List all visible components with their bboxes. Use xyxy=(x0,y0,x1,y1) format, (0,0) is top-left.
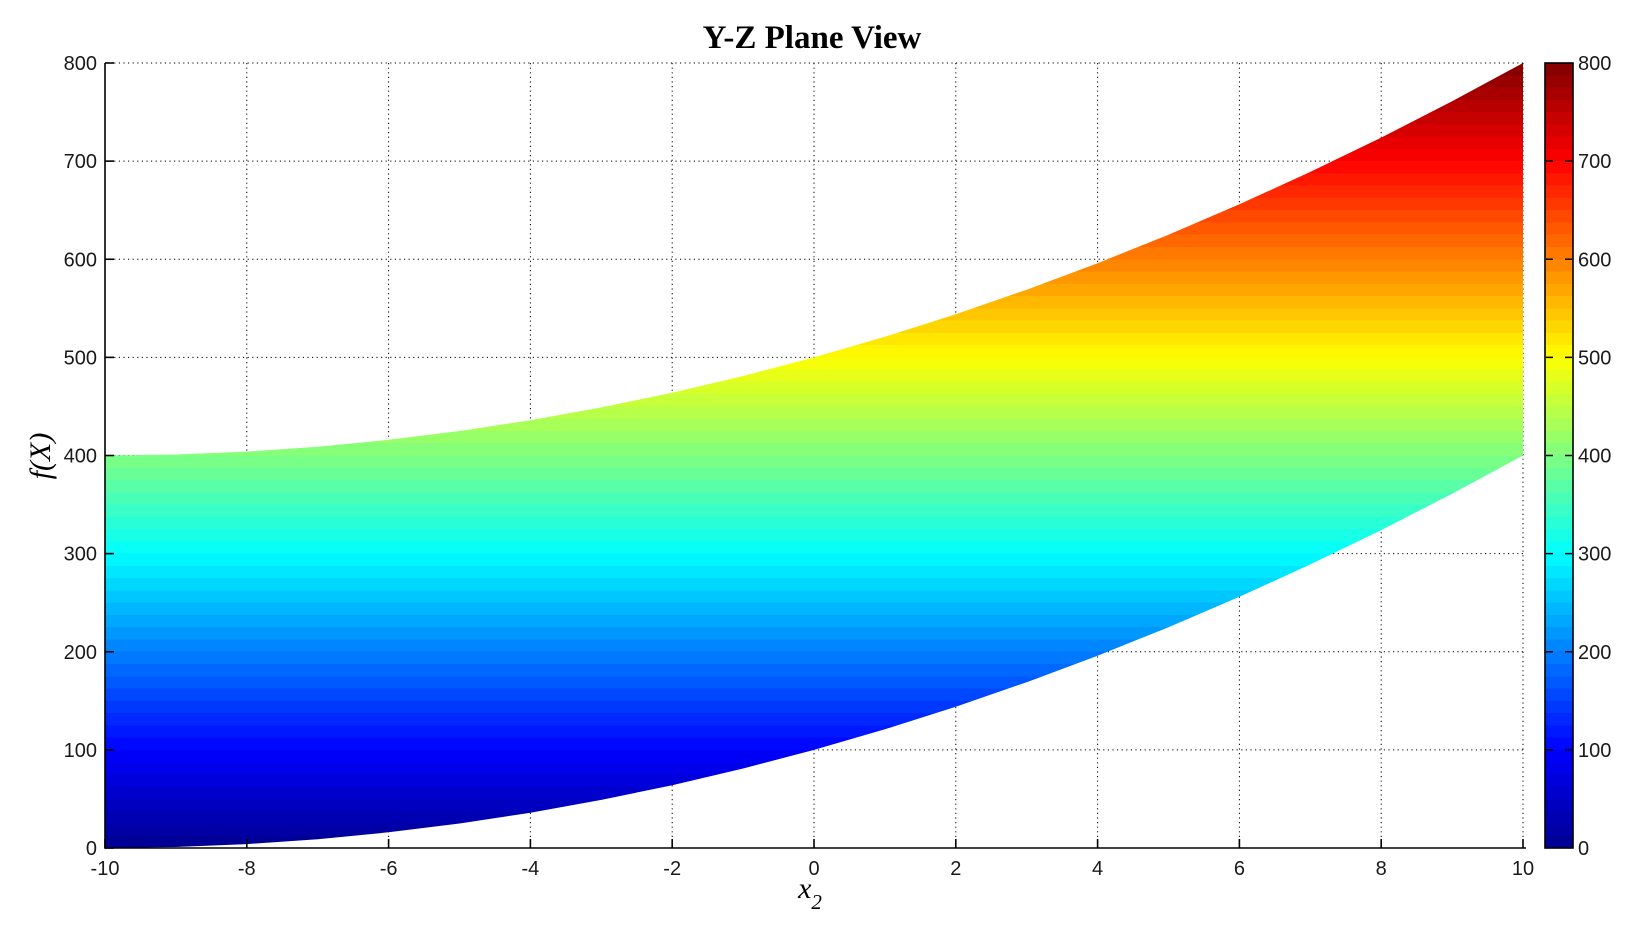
colorbar-tick-label: 800 xyxy=(1578,53,1611,75)
x-tick-label: 4 xyxy=(1092,858,1103,880)
y-tick-label: 100 xyxy=(64,740,97,762)
y-tick-labels: 0 100 200 300 400 500 600 700 800 xyxy=(64,53,97,860)
colorbar-tick-label: 700 xyxy=(1578,151,1611,173)
colorbar-tick-label: 500 xyxy=(1578,347,1611,369)
colorbar-tick-label: 200 xyxy=(1578,642,1611,664)
y-axis-label: f(X) xyxy=(24,433,57,480)
x-tick-label: 2 xyxy=(950,858,961,880)
x-tick-label: 0 xyxy=(808,858,819,880)
y-tick-label: 0 xyxy=(86,838,97,860)
y-tick-label: 200 xyxy=(64,642,97,664)
y-tick-label: 700 xyxy=(64,151,97,173)
surface-band xyxy=(105,63,1523,848)
colorbar-tick-label: 100 xyxy=(1578,740,1611,762)
x-tick-label: -2 xyxy=(663,858,681,880)
y-tick-label: 600 xyxy=(64,249,97,271)
x-tick-label: -10 xyxy=(91,858,120,880)
y-tick-label: 800 xyxy=(64,53,97,75)
colorbar: 0 100 200 300 400 500 600 700 800 xyxy=(1544,53,1611,860)
colorbar-tick-label: 0 xyxy=(1578,838,1589,860)
x-tick-label: 10 xyxy=(1512,858,1534,880)
x-axis-label-subscript: 2 xyxy=(811,890,822,914)
y-tick-label: 400 xyxy=(64,446,97,468)
x-tick-label: 8 xyxy=(1376,858,1387,880)
x-tick-label: -8 xyxy=(238,858,256,880)
colorbar-tick-label: 300 xyxy=(1578,544,1611,566)
x-axis-label-main: x xyxy=(797,872,812,905)
colorbar-tick-label: 400 xyxy=(1578,446,1611,468)
y-tick-label: 300 xyxy=(64,544,97,566)
colorbar-tick-label: 600 xyxy=(1578,249,1611,271)
axes xyxy=(104,62,1526,849)
x-tick-labels: -10 -8 -6 -4 -2 0 2 4 6 8 10 xyxy=(91,858,1535,880)
x-tick-label: -6 xyxy=(380,858,398,880)
x-tick-label: 6 xyxy=(1234,858,1245,880)
chart-title: Y-Z Plane View xyxy=(703,20,922,56)
y-tick-label: 500 xyxy=(64,347,97,369)
x-axis-label: x2 xyxy=(797,872,822,914)
colorbar-border xyxy=(1544,62,1574,849)
x-tick-label: -4 xyxy=(522,858,540,880)
